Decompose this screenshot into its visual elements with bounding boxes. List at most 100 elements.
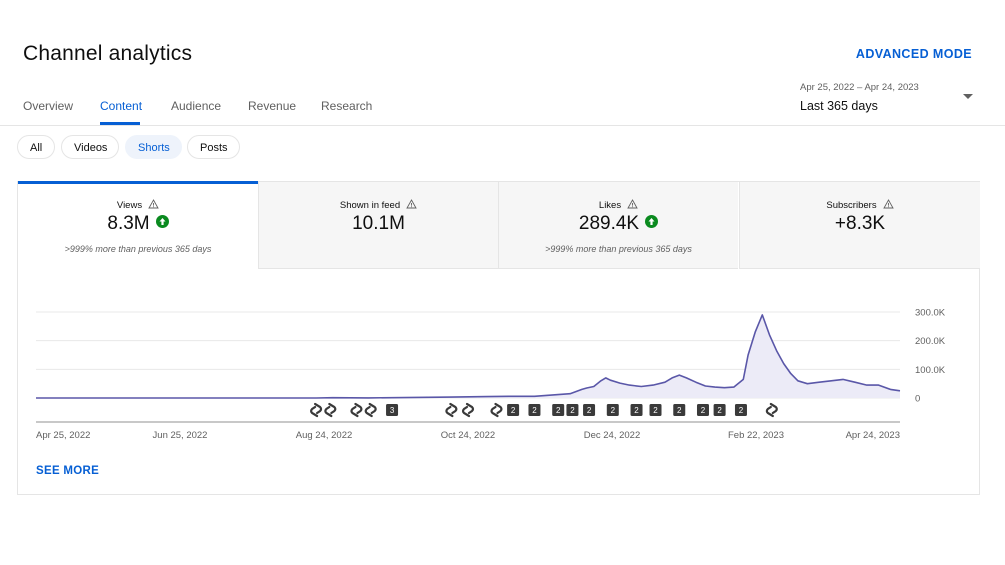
- tab-audience[interactable]: Audience: [171, 99, 222, 113]
- shorts-icon: [364, 402, 377, 418]
- metric-label-wrapper: Likes: [499, 199, 738, 211]
- warning-icon: [148, 199, 159, 209]
- y-tick-label: 0: [915, 394, 920, 405]
- shorts-icon: [350, 402, 363, 418]
- upload-count-marker: [734, 404, 747, 416]
- series-area: [36, 314, 900, 398]
- metric-label: Views: [116, 200, 143, 211]
- date-range-picker[interactable]: Apr 25, 2022 – Apr 24, 2023 Last 365 day…: [800, 82, 919, 113]
- y-tick-label: 200.0K: [915, 336, 946, 347]
- metric-value-wrapper: 289.4K: [499, 213, 738, 235]
- shorts-icon: [309, 402, 323, 418]
- upload-count-marker: [649, 404, 662, 416]
- arrow-up-icon: [645, 215, 659, 228]
- upload-count-label: 2: [701, 406, 706, 415]
- metric-value: 289.4K: [578, 213, 640, 234]
- upload-count-marker: [528, 404, 541, 416]
- upload-count-label: 2: [511, 406, 516, 415]
- metric-subscribers[interactable]: Subscribers +8.3K: [739, 182, 980, 269]
- chip-posts[interactable]: Posts: [187, 135, 240, 159]
- x-tick-label: Jun 25, 2022: [153, 430, 208, 441]
- chip-videos[interactable]: Videos: [61, 135, 119, 159]
- upload-count-label: 2: [556, 406, 561, 415]
- active-metric-indicator: [18, 181, 258, 184]
- x-tick-label: Oct 24, 2022: [441, 430, 495, 441]
- metric-value: +8.3K: [834, 213, 886, 234]
- metric-label: Likes: [598, 200, 622, 211]
- chip-shorts[interactable]: Shorts: [125, 135, 182, 159]
- x-tick-label: Apr 24, 2023: [846, 430, 900, 441]
- tab-revenue[interactable]: Revenue: [248, 99, 297, 113]
- see-more-button[interactable]: SEE MORE: [36, 465, 100, 477]
- metric-shown-in-feed[interactable]: Shown in feed 10.1M: [258, 182, 498, 269]
- upload-count-marker: [552, 404, 565, 416]
- metric-value: 10.1M: [352, 213, 405, 234]
- metric-comparison: >999% more than previous 365 days: [64, 244, 212, 254]
- y-tick-label: 300.0K: [915, 308, 946, 319]
- upload-count-label: 2: [717, 406, 722, 415]
- shorts-icon-shape: [309, 402, 323, 418]
- tab-research[interactable]: Research: [321, 99, 373, 113]
- metric-label: Shown in feed: [339, 200, 401, 211]
- y-tick-label: 100.0K: [915, 365, 946, 376]
- shorts-icon: [461, 402, 475, 418]
- shorts-icon-shape: [350, 402, 363, 418]
- shorts-icon-shape: [490, 402, 503, 418]
- metric-likes[interactable]: Likes 289.4K >999% more than previous 36…: [498, 182, 738, 269]
- tab-content[interactable]: Content: [100, 99, 143, 113]
- shorts-icon-shape: [445, 402, 458, 418]
- page-title: Channel analytics: [23, 42, 193, 65]
- upload-count-marker: [583, 404, 596, 416]
- tab-overview[interactable]: Overview: [23, 99, 74, 113]
- x-tick-label: Feb 22, 2023: [728, 430, 784, 441]
- upload-count-label: 3: [390, 406, 395, 415]
- metric-label-wrapper: Subscribers: [740, 199, 980, 211]
- metric-comparison: >999% more than previous 365 days: [545, 244, 692, 254]
- upload-count-marker: [673, 404, 686, 416]
- warning-icon: [627, 199, 638, 209]
- shorts-icon-shape: [324, 402, 337, 418]
- shorts-icon-shape: [461, 402, 475, 418]
- upload-count-marker: [696, 404, 709, 416]
- x-tick-label: Dec 24, 2022: [584, 430, 641, 441]
- upload-count-marker: [386, 404, 399, 416]
- metric-label: Subscribers: [826, 200, 877, 211]
- upload-count-label: 2: [653, 406, 658, 415]
- advanced-mode-link[interactable]: ADVANCED MODE: [855, 47, 972, 61]
- warning-icon: [406, 199, 417, 209]
- active-tab-indicator: [100, 122, 140, 125]
- x-tick-label: Aug 24, 2022: [296, 430, 353, 441]
- warning-icon: [882, 199, 894, 209]
- shorts-icon: [324, 402, 337, 418]
- upload-count-marker: [507, 404, 520, 416]
- chip-all[interactable]: All: [17, 135, 55, 159]
- shorts-icon: [765, 402, 778, 418]
- upload-count-marker: [630, 404, 643, 416]
- upload-count-marker: [713, 404, 726, 416]
- upload-count-label: 2: [587, 406, 592, 415]
- upload-count-label: 2: [532, 406, 537, 415]
- metric-value-wrapper: 8.3M: [18, 213, 258, 235]
- shorts-icon-shape: [364, 402, 377, 418]
- metric-views[interactable]: Views 8.3M >999% more than previous 365 …: [18, 181, 258, 269]
- upload-count-label: 2: [739, 406, 744, 415]
- shorts-icon: [445, 402, 458, 418]
- metric-label-wrapper: Views: [18, 199, 258, 211]
- series-line: [36, 314, 901, 399]
- upload-count-label: 2: [677, 406, 682, 415]
- metric-label-wrapper: Shown in feed: [259, 199, 498, 211]
- metric-value: 8.3M: [107, 213, 150, 234]
- x-tick-label: Apr 25, 2022: [36, 430, 90, 441]
- arrow-up-icon: [155, 215, 169, 228]
- tab-bar: Overview Content Audience Revenue Resear…: [0, 84, 1005, 126]
- upload-count-marker: [566, 404, 579, 416]
- shorts-icon-shape: [765, 402, 778, 418]
- upload-count-label: 2: [611, 406, 616, 415]
- upload-count-label: 2: [634, 406, 639, 415]
- date-range-dates: Apr 25, 2022 – Apr 24, 2023: [800, 82, 919, 93]
- views-chart: 300.0K 200.0K 100.0K 0 Apr 25, 2022 Jun 25, 2…: [36, 308, 946, 441]
- shorts-icon: [490, 402, 503, 418]
- chevron-down-icon[interactable]: [963, 94, 973, 99]
- date-range-label: Last 365 days: [800, 99, 878, 113]
- analytics-card: Views 8.3M >999% more than previous 365 …: [17, 181, 980, 495]
